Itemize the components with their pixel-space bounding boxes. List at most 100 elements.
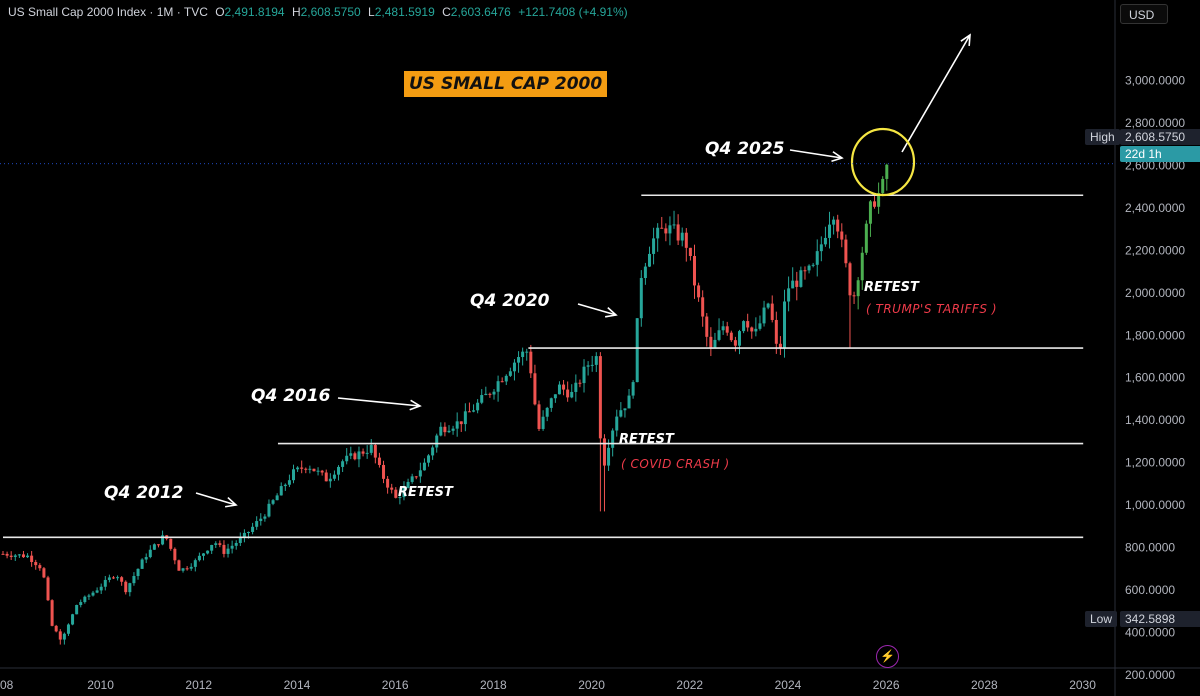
candle <box>54 624 58 633</box>
candle <box>398 494 402 505</box>
candle <box>140 558 144 570</box>
candle <box>431 445 435 460</box>
candle <box>201 553 205 561</box>
candle <box>480 389 484 405</box>
candle <box>34 559 38 570</box>
candle <box>472 404 476 413</box>
candle <box>386 475 390 494</box>
chart-title-box: US SMALL CAP 2000 <box>404 71 608 97</box>
candle <box>394 487 398 499</box>
candle <box>877 182 881 214</box>
candle <box>828 211 832 249</box>
symbol-name[interactable]: US Small Cap 2000 Index · 1M · TVC <box>8 5 208 19</box>
candle <box>95 587 99 594</box>
candle <box>770 295 774 323</box>
candle <box>832 216 836 235</box>
candle <box>259 513 263 526</box>
candle <box>623 408 627 418</box>
candle <box>136 568 140 580</box>
candle <box>705 313 709 347</box>
candle <box>856 277 860 310</box>
candle <box>17 553 21 558</box>
candle <box>860 246 864 290</box>
candle <box>422 458 426 471</box>
candle <box>341 459 345 472</box>
candle <box>328 473 332 488</box>
candle <box>255 516 259 530</box>
candle <box>320 469 324 476</box>
candle <box>795 271 799 301</box>
candle <box>725 321 729 336</box>
candle <box>533 364 537 406</box>
arrow-q4-2025[interactable] <box>789 149 844 162</box>
candle <box>316 467 320 476</box>
candle <box>287 474 291 488</box>
arrow-q4-2016[interactable] <box>337 397 422 411</box>
candle <box>124 580 128 595</box>
candle <box>672 210 676 229</box>
x-tick-label: 08 <box>0 678 14 692</box>
candle <box>83 595 87 604</box>
y-tick-label: 1,800.0000 <box>1125 328 1185 342</box>
candle <box>312 468 316 472</box>
open-label: O <box>215 5 225 19</box>
candle <box>885 163 889 191</box>
candle <box>58 629 62 645</box>
open-value: 2,491.8194 <box>224 5 285 19</box>
candle <box>684 228 688 262</box>
x-tick-label: 2022 <box>676 678 703 692</box>
candle <box>676 214 680 246</box>
candle <box>635 318 639 383</box>
candle <box>791 267 795 289</box>
arrow-projection[interactable] <box>901 33 971 153</box>
y-tick-label: 200.0000 <box>1125 668 1175 682</box>
candle <box>668 216 672 246</box>
y-tick-label: 1,400.0000 <box>1125 413 1185 427</box>
candle <box>733 336 737 352</box>
q4-2016-label: Q4 2016 <box>251 386 331 406</box>
candle <box>557 381 561 395</box>
candle <box>881 176 885 197</box>
candle <box>512 359 516 381</box>
breakout-highlight-circle[interactable] <box>850 127 916 197</box>
candle <box>116 575 120 581</box>
candle <box>848 261 852 349</box>
candle <box>324 469 328 482</box>
y-tick-label: 800.0000 <box>1125 541 1175 555</box>
candle <box>713 332 717 348</box>
candle <box>799 266 803 288</box>
candle <box>283 483 287 491</box>
x-tick-label: 2030 <box>1069 678 1096 692</box>
candle <box>844 234 848 268</box>
candle <box>738 329 741 355</box>
candle <box>226 543 230 558</box>
candle <box>742 320 746 334</box>
candle <box>263 514 267 522</box>
candle <box>79 599 83 608</box>
x-tick-label: 2016 <box>382 678 409 692</box>
candle <box>427 454 431 467</box>
low-value: 2,481.5919 <box>374 5 435 19</box>
candle <box>729 330 733 342</box>
arrow-q4-2020[interactable] <box>577 303 618 318</box>
candle <box>459 421 463 432</box>
candle <box>369 439 373 456</box>
candle <box>476 399 480 414</box>
candle <box>332 470 336 481</box>
candle <box>132 572 136 586</box>
high-price-label: High <box>1085 129 1120 145</box>
y-tick-label: 1,200.0000 <box>1125 456 1185 470</box>
candle <box>721 320 725 335</box>
candle <box>823 226 827 247</box>
candle <box>549 397 553 412</box>
candle <box>766 302 770 310</box>
arrow-q4-2012[interactable] <box>195 492 238 508</box>
candle <box>345 448 349 465</box>
lightning-icon[interactable]: ⚡ <box>876 645 899 668</box>
currency-selector[interactable]: USD <box>1120 4 1168 24</box>
candle <box>778 336 782 355</box>
y-tick-label: 2,800.0000 <box>1125 116 1185 130</box>
candle <box>38 563 42 571</box>
candle <box>660 216 664 229</box>
